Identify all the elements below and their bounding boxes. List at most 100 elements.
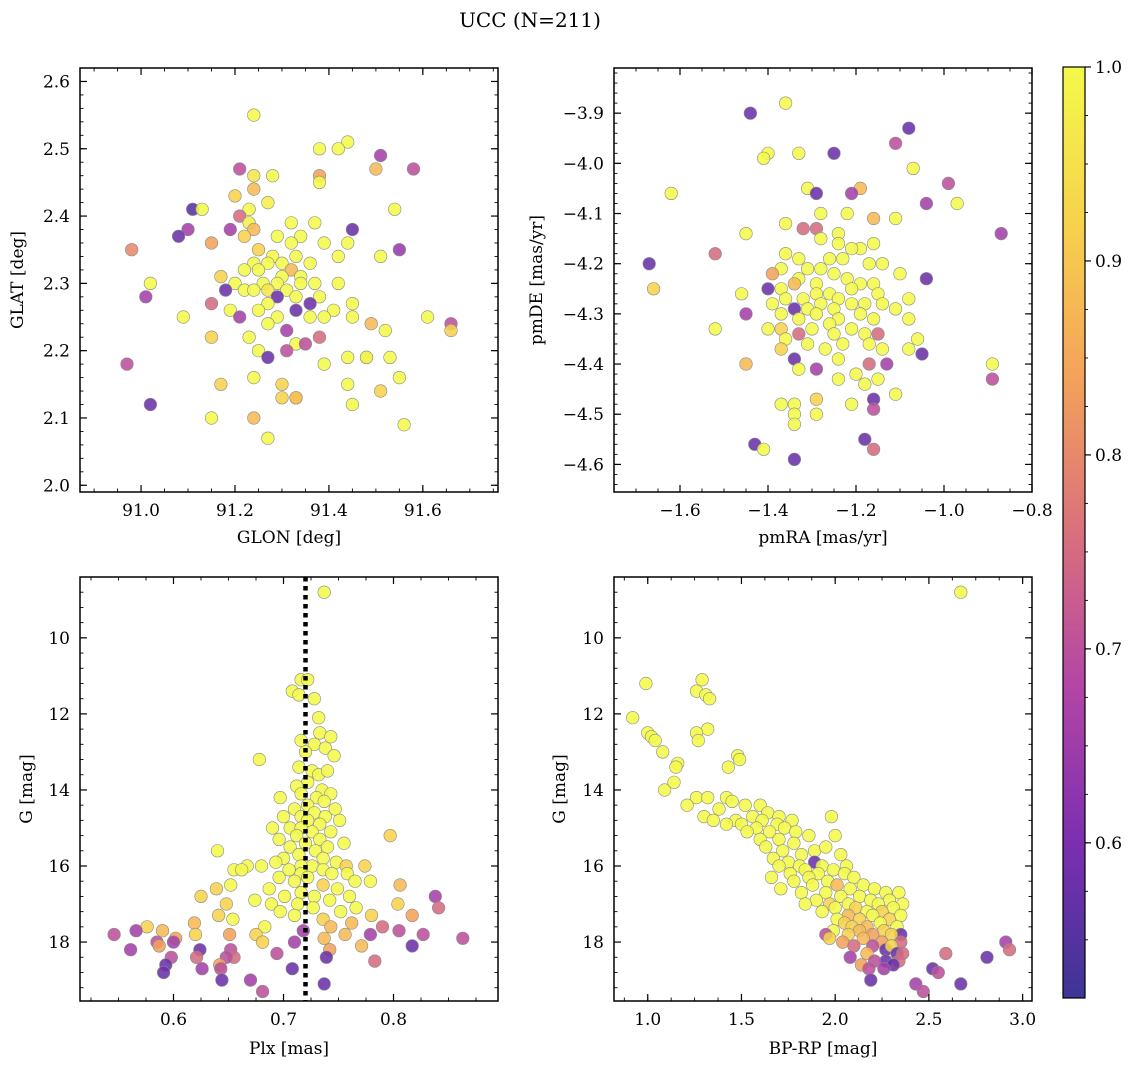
- data-point: [756, 151, 771, 165]
- data-point: [858, 432, 872, 446]
- data-point: [242, 202, 256, 216]
- data-point: [805, 322, 819, 336]
- y-tick-label: −4.3: [563, 305, 604, 325]
- y-axis-label: G [mag]: [550, 754, 570, 823]
- data-point: [787, 836, 801, 850]
- data-point: [282, 863, 296, 877]
- data-point: [312, 330, 327, 344]
- data-point: [215, 973, 229, 987]
- data-point: [316, 851, 330, 866]
- data-point: [906, 161, 920, 175]
- data-point: [416, 927, 430, 942]
- data-point: [266, 169, 280, 183]
- data-point: [802, 828, 816, 843]
- data-point: [691, 733, 705, 748]
- data-point: [190, 950, 204, 964]
- data-point: [284, 236, 298, 250]
- data-point: [312, 175, 327, 189]
- data-point: [931, 965, 945, 980]
- data-point: [800, 262, 815, 276]
- data-point: [826, 863, 840, 877]
- data-point: [289, 290, 303, 304]
- data-point: [994, 227, 1008, 241]
- data-point: [331, 142, 345, 156]
- data-point: [787, 417, 802, 431]
- x-tick-label: −1.4: [747, 501, 788, 521]
- data-point: [739, 357, 753, 371]
- data-point: [915, 347, 929, 361]
- data-point: [214, 962, 228, 976]
- data-point: [392, 924, 406, 938]
- data-point: [359, 350, 374, 365]
- data-point: [226, 912, 240, 926]
- data-point: [836, 935, 850, 949]
- data-point: [289, 303, 303, 317]
- y-tick-label: −4.6: [563, 455, 604, 475]
- data-point: [787, 277, 802, 291]
- data-point: [172, 229, 186, 243]
- data-point: [125, 243, 139, 257]
- data-point: [107, 927, 121, 942]
- data-point: [893, 267, 907, 281]
- data-point: [139, 290, 153, 304]
- data-point: [224, 878, 238, 892]
- points-layer: [107, 577, 470, 1001]
- data-point: [187, 916, 201, 930]
- data-point: [247, 108, 261, 122]
- data-point: [317, 977, 331, 991]
- data-point: [669, 760, 683, 774]
- data-point: [317, 931, 331, 945]
- data-point: [702, 692, 717, 706]
- data-point: [827, 327, 841, 341]
- data-point: [800, 337, 815, 351]
- data-point: [308, 216, 322, 230]
- data-point: [233, 310, 247, 324]
- data-point: [392, 243, 407, 257]
- data-point: [866, 312, 881, 326]
- data-point: [269, 855, 283, 869]
- data-point: [317, 357, 331, 371]
- data-point: [787, 874, 801, 888]
- data-point: [324, 825, 338, 839]
- data-point: [261, 350, 275, 365]
- data-point: [327, 749, 341, 763]
- data-point: [740, 825, 754, 839]
- data-point: [157, 965, 171, 980]
- data-point: [888, 387, 903, 401]
- y-tick-label: 16: [48, 857, 70, 877]
- data-point: [405, 939, 419, 953]
- data-point: [129, 924, 143, 938]
- data-point: [814, 206, 828, 221]
- data-point: [331, 249, 345, 263]
- data-point: [155, 924, 170, 938]
- data-point: [809, 893, 824, 907]
- data-point: [303, 310, 317, 324]
- data-point: [701, 722, 715, 736]
- data-point: [639, 676, 653, 691]
- data-point: [866, 402, 881, 416]
- data-point: [856, 931, 870, 945]
- data-point: [219, 897, 233, 911]
- data-point: [875, 257, 890, 271]
- data-point: [345, 222, 360, 237]
- data-point: [317, 236, 331, 250]
- data-point: [278, 889, 292, 904]
- data-point: [950, 196, 964, 211]
- data-point: [843, 950, 857, 964]
- data-point: [345, 916, 359, 930]
- data-point: [397, 418, 411, 432]
- y-tick-label: 2.2: [43, 342, 70, 362]
- data-point: [294, 229, 308, 243]
- data-point: [798, 897, 812, 911]
- data-point: [235, 863, 249, 877]
- data-point: [648, 733, 662, 748]
- x-tick-label: −0.8: [1011, 501, 1052, 521]
- data-point: [270, 310, 284, 324]
- data-point: [806, 878, 820, 892]
- data-point: [877, 962, 891, 976]
- data-point: [195, 962, 209, 976]
- y-tick-label: 12: [582, 705, 604, 725]
- y-tick-label: 2.3: [43, 274, 70, 294]
- y-axis-label: GLAT [deg]: [8, 231, 28, 329]
- data-point: [194, 889, 208, 904]
